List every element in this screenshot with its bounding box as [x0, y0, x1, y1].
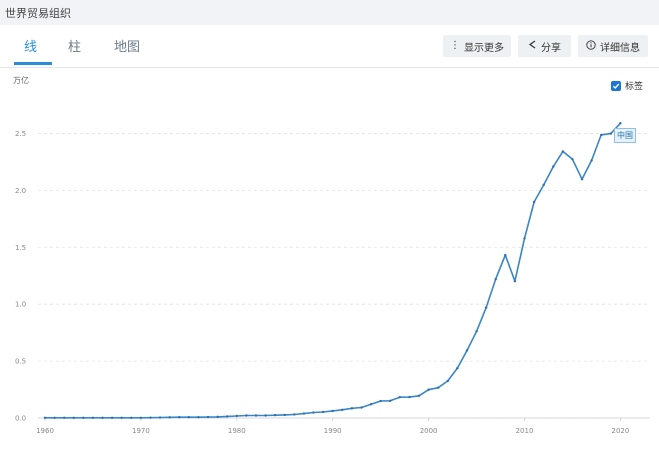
data-point: [379, 399, 382, 403]
data-point: [475, 330, 478, 333]
y-tick-label: 1.0: [15, 301, 26, 309]
data-point: [436, 386, 440, 389]
data-point: [91, 416, 95, 419]
data-point: [513, 279, 517, 283]
data-point: [72, 416, 75, 419]
x-tick-label: 2020: [611, 427, 629, 435]
data-point: [168, 416, 171, 419]
tab-map[interactable]: 地图: [114, 40, 141, 55]
x-tick-label: 2000: [420, 427, 438, 435]
label-toggle[interactable]: 标签: [611, 79, 643, 92]
label-toggle-text: 标签: [625, 82, 644, 92]
data-point: [532, 200, 536, 204]
y-tick-label: 1.5: [15, 244, 26, 252]
data-point: [609, 132, 613, 135]
x-tick-label: 1990: [324, 427, 342, 435]
data-point: [82, 416, 85, 419]
data-point: [312, 411, 315, 414]
show-more-button[interactable]: ⋮ 显示更多: [443, 35, 511, 57]
data-point: [110, 416, 114, 419]
data-point: [139, 416, 143, 419]
data-point: [369, 403, 373, 406]
data-point: [206, 415, 210, 419]
data-point: [43, 416, 47, 419]
data-point: [580, 178, 584, 181]
more-vertical-icon: ⋮: [450, 40, 460, 51]
data-point: [398, 395, 402, 399]
x-tick-label: 1980: [228, 427, 246, 435]
data-point: [561, 150, 565, 153]
series-line-china: [45, 122, 621, 419]
data-point: [101, 416, 104, 419]
data-point: [590, 159, 593, 162]
y-tick-label: 0.5: [15, 358, 26, 366]
data-point: [465, 349, 469, 352]
x-tick-label: 1960: [36, 427, 54, 435]
data-point: [504, 253, 507, 257]
data-point: [149, 416, 152, 419]
data-point: [53, 416, 56, 419]
data-point: [600, 133, 603, 137]
data-point: [360, 406, 363, 409]
data-point: [408, 395, 411, 399]
data-point: [427, 388, 430, 391]
data-point: [302, 412, 306, 415]
data-point: [456, 366, 459, 370]
data-point: [552, 165, 555, 168]
y-axis-unit: 万亿: [13, 76, 29, 85]
active-tab-indicator: [14, 62, 52, 65]
checkbox-checked-icon[interactable]: [611, 80, 621, 91]
data-point: [254, 414, 258, 417]
tab-line[interactable]: 线: [24, 40, 38, 55]
details-button[interactable]: 详细信息: [578, 35, 648, 57]
x-tick-label: 1970: [132, 427, 150, 435]
data-point: [293, 413, 296, 416]
data-point: [187, 416, 191, 419]
data-point: [130, 416, 133, 419]
data-point: [197, 416, 200, 419]
share-button[interactable]: 分享: [518, 35, 571, 57]
data-point: [417, 394, 421, 398]
tab-bar[interactable]: 柱: [68, 40, 82, 55]
chart-tabs: 线 柱 地图 ⋮ 显示更多 分享 详细信息: [0, 25, 659, 68]
series-label-china: 中国: [614, 128, 636, 143]
data-point: [571, 158, 574, 161]
source-label: 世界贸易组织: [5, 7, 71, 20]
data-point: [619, 122, 622, 125]
info-icon: [586, 39, 596, 53]
data-point: [283, 413, 286, 417]
share-label: 分享: [541, 42, 561, 54]
data-point: [523, 237, 526, 240]
source-bar: 世界贸易组织: [0, 0, 659, 25]
data-point: [389, 399, 392, 403]
x-tick-label: 2010: [516, 427, 534, 435]
y-tick-label: 0.0: [15, 415, 26, 423]
data-point: [62, 416, 66, 419]
data-point: [120, 416, 123, 419]
y-tick-label: 2.5: [15, 130, 26, 138]
data-point: [216, 415, 219, 419]
share-icon: [528, 40, 537, 52]
data-point: [226, 415, 229, 418]
data-point: [542, 183, 545, 187]
show-more-label: 显示更多: [464, 42, 504, 54]
data-point: [321, 410, 325, 414]
data-point: [178, 416, 181, 419]
data-point: [264, 414, 267, 417]
data-point: [341, 408, 344, 412]
details-label: 详细信息: [600, 42, 640, 54]
data-point: [158, 416, 162, 419]
data-point: [245, 414, 248, 417]
data-point: [273, 413, 277, 417]
data-point: [331, 409, 334, 413]
data-point: [484, 306, 488, 309]
y-tick-label: 2.0: [15, 187, 26, 195]
data-point: [350, 407, 354, 410]
data-point: [446, 379, 449, 383]
data-point: [235, 414, 239, 418]
data-point: [494, 277, 497, 281]
